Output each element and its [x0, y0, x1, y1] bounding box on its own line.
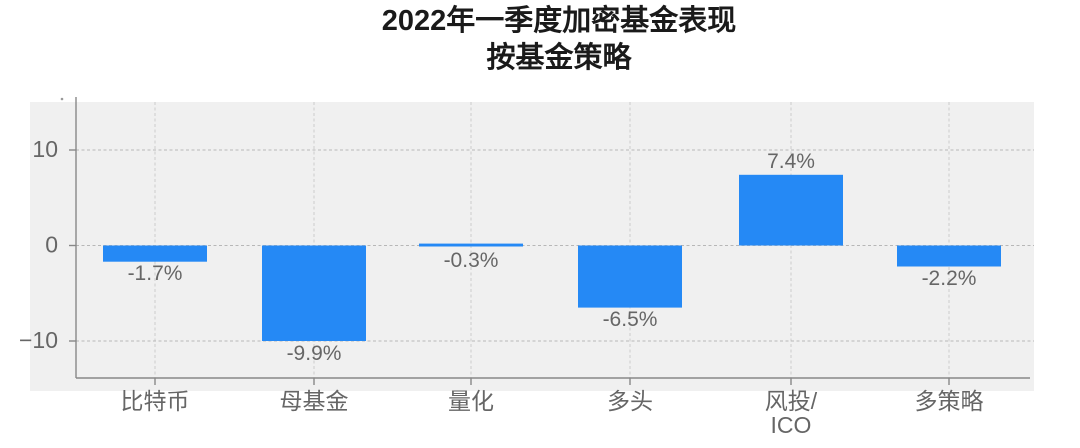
svg-text:量化: 量化: [448, 388, 494, 414]
svg-text:0: 0: [45, 232, 58, 258]
svg-text:多策略: 多策略: [915, 388, 984, 414]
svg-text:-9.9%: -9.9%: [287, 342, 342, 365]
svg-text:比特币: 比特币: [121, 388, 190, 414]
svg-text:10: 10: [32, 136, 58, 162]
svg-text:母基金: 母基金: [280, 388, 349, 414]
svg-text:风投/: 风投/: [765, 388, 818, 414]
svg-text:-6.5%: -6.5%: [603, 308, 658, 331]
svg-text:-1.7%: -1.7%: [128, 262, 183, 285]
svg-text:-2.2%: -2.2%: [922, 267, 977, 290]
svg-text:多头: 多头: [607, 388, 653, 414]
svg-text:-0.3%: -0.3%: [444, 249, 499, 272]
svg-text:−10: −10: [19, 327, 58, 353]
svg-text:7.4%: 7.4%: [767, 150, 815, 173]
svg-text:ICO: ICO: [771, 412, 812, 438]
